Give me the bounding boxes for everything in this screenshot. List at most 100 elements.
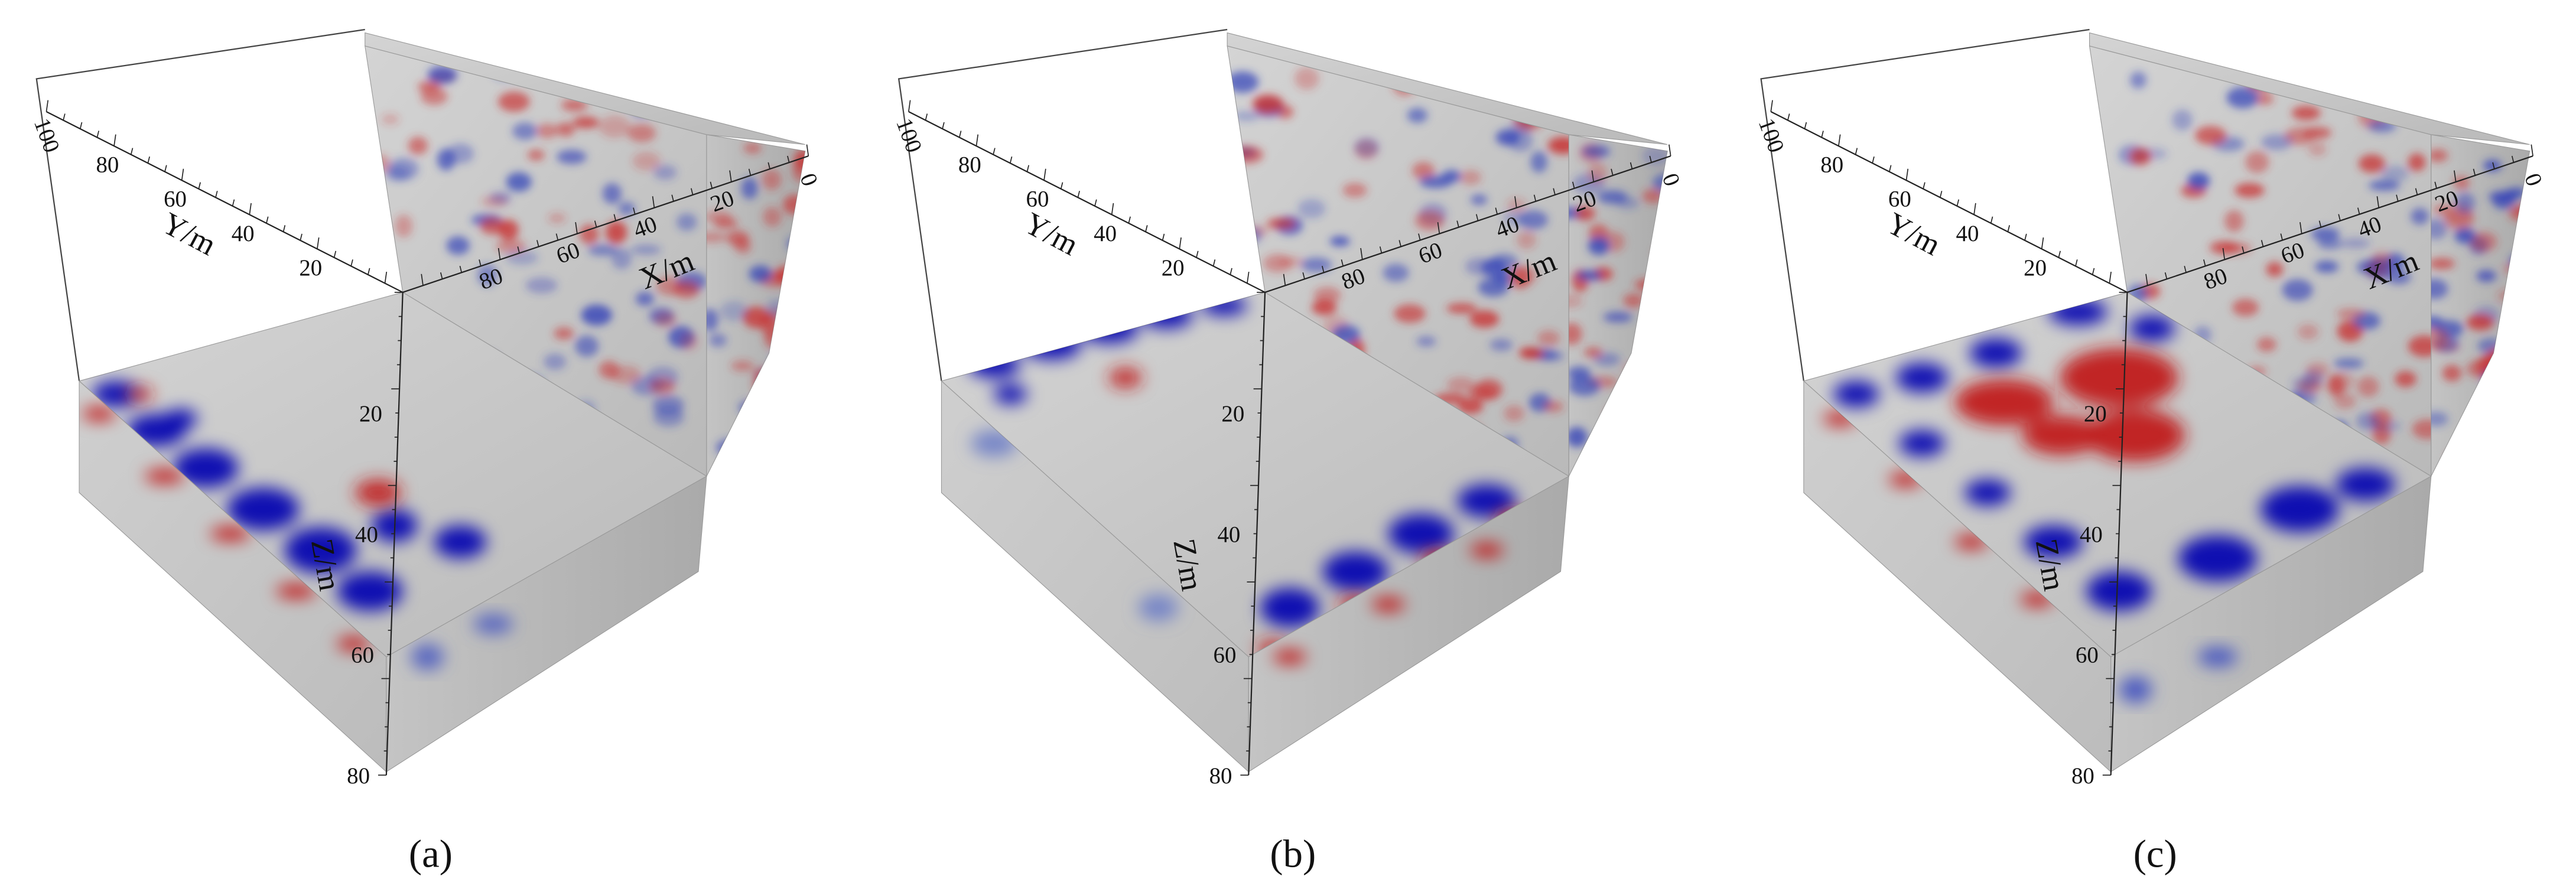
wave-pattern bbox=[1650, 278, 1668, 292]
wave-pattern bbox=[1329, 236, 1350, 246]
wave-pattern bbox=[2395, 371, 2416, 388]
wave-pattern bbox=[573, 116, 599, 129]
wave-pattern bbox=[527, 149, 545, 161]
wave-pattern bbox=[2470, 232, 2497, 252]
minor-tick bbox=[1787, 113, 1790, 121]
wave-pattern bbox=[706, 308, 718, 331]
minor-tick bbox=[282, 225, 286, 232]
wave-pattern bbox=[762, 445, 791, 463]
wave-pattern bbox=[1520, 348, 1546, 359]
anomaly bbox=[1457, 484, 1517, 518]
minor-tick bbox=[198, 182, 201, 189]
wave-pattern bbox=[599, 115, 631, 138]
wave-pattern bbox=[792, 308, 805, 326]
wave-pattern bbox=[752, 367, 783, 379]
wave-pattern bbox=[2481, 415, 2513, 429]
anomaly bbox=[227, 487, 300, 531]
wave-pattern bbox=[1603, 311, 1633, 323]
z-tick-label: 80 bbox=[347, 763, 370, 789]
minor-tick bbox=[1855, 148, 1858, 155]
anomaly bbox=[2336, 468, 2395, 501]
wave-pattern bbox=[1294, 67, 1319, 90]
minor-tick bbox=[2092, 268, 2095, 275]
wave-pattern bbox=[673, 281, 700, 299]
wave-pattern bbox=[1459, 170, 1482, 185]
minor-tick bbox=[2075, 259, 2078, 266]
minor-tick bbox=[1872, 156, 1875, 164]
minor-tick bbox=[806, 144, 809, 157]
y-axis bbox=[1770, 111, 2128, 293]
minor-tick bbox=[1939, 190, 1943, 198]
wave-pattern bbox=[1569, 376, 1601, 396]
anomaly bbox=[2129, 315, 2175, 342]
minor-tick bbox=[959, 131, 962, 138]
wave-pattern bbox=[1446, 377, 1475, 392]
wave-pattern bbox=[1638, 350, 1666, 372]
z-tick-label: 20 bbox=[1221, 401, 1244, 427]
minor-tick bbox=[45, 100, 49, 112]
minor-tick bbox=[2242, 246, 2245, 253]
anomaly bbox=[2198, 647, 2237, 667]
wave-pattern bbox=[2172, 109, 2193, 131]
minor-tick bbox=[2109, 271, 2112, 284]
minor-tick bbox=[1162, 233, 1165, 241]
minor-tick bbox=[2280, 233, 2283, 240]
minor-tick bbox=[1128, 216, 1131, 224]
wave-pattern bbox=[1642, 146, 1668, 166]
wave-pattern bbox=[1543, 401, 1564, 413]
wave-pattern bbox=[2488, 360, 2509, 380]
wave-pattern bbox=[2444, 209, 2476, 230]
minor-tick bbox=[536, 240, 539, 247]
minor-tick bbox=[2511, 155, 2515, 163]
wave-pattern bbox=[779, 350, 805, 364]
minor-tick bbox=[2531, 144, 2533, 157]
wave-pattern bbox=[635, 291, 655, 306]
wave-pattern bbox=[1297, 198, 1326, 219]
anomaly bbox=[2178, 535, 2258, 582]
anomaly bbox=[1201, 295, 1247, 315]
wave-pattern bbox=[2497, 289, 2523, 303]
minor-tick bbox=[1111, 203, 1114, 215]
minor-tick bbox=[300, 233, 303, 241]
wave-pattern bbox=[1394, 304, 1426, 323]
anomaly-layer bbox=[411, 614, 513, 671]
minor-tick bbox=[1923, 182, 1926, 189]
minor-tick bbox=[1145, 225, 1148, 232]
minor-tick bbox=[517, 246, 520, 253]
anomaly bbox=[434, 525, 487, 559]
minor-tick bbox=[266, 216, 269, 224]
minor-tick bbox=[1973, 203, 1976, 215]
minor-tick bbox=[113, 134, 116, 147]
anomaly-layer bbox=[2119, 647, 2237, 703]
wave-pattern bbox=[1640, 331, 1661, 354]
minor-tick bbox=[497, 248, 501, 260]
wave-pattern bbox=[1469, 310, 1500, 328]
wave-pattern bbox=[739, 400, 766, 415]
wave-pattern bbox=[652, 395, 685, 415]
y-tick-label: 100 bbox=[29, 115, 64, 156]
wave-pattern bbox=[506, 250, 538, 265]
minor-tick bbox=[1591, 170, 1595, 183]
wave-pattern bbox=[2336, 308, 2365, 319]
wave-pattern bbox=[2482, 367, 2510, 390]
minor-tick bbox=[2222, 248, 2226, 260]
y-axis bbox=[908, 111, 1266, 293]
z-axis bbox=[1248, 292, 1266, 776]
wave-pattern bbox=[1623, 293, 1644, 308]
volume-face bbox=[2089, 32, 2530, 145]
minor-tick bbox=[63, 113, 66, 121]
wave-pattern bbox=[1475, 379, 1503, 400]
volume-face bbox=[2110, 476, 2432, 773]
wave-pattern bbox=[1263, 254, 1292, 273]
wave-pattern bbox=[1649, 402, 1668, 421]
minor-tick bbox=[1283, 274, 1286, 286]
wave-pattern bbox=[611, 248, 632, 269]
anomaly bbox=[1833, 380, 1879, 408]
wave-pattern bbox=[654, 312, 676, 327]
minor-tick bbox=[130, 148, 134, 155]
wave-pattern bbox=[420, 87, 448, 105]
wave-pattern bbox=[2431, 258, 2455, 269]
